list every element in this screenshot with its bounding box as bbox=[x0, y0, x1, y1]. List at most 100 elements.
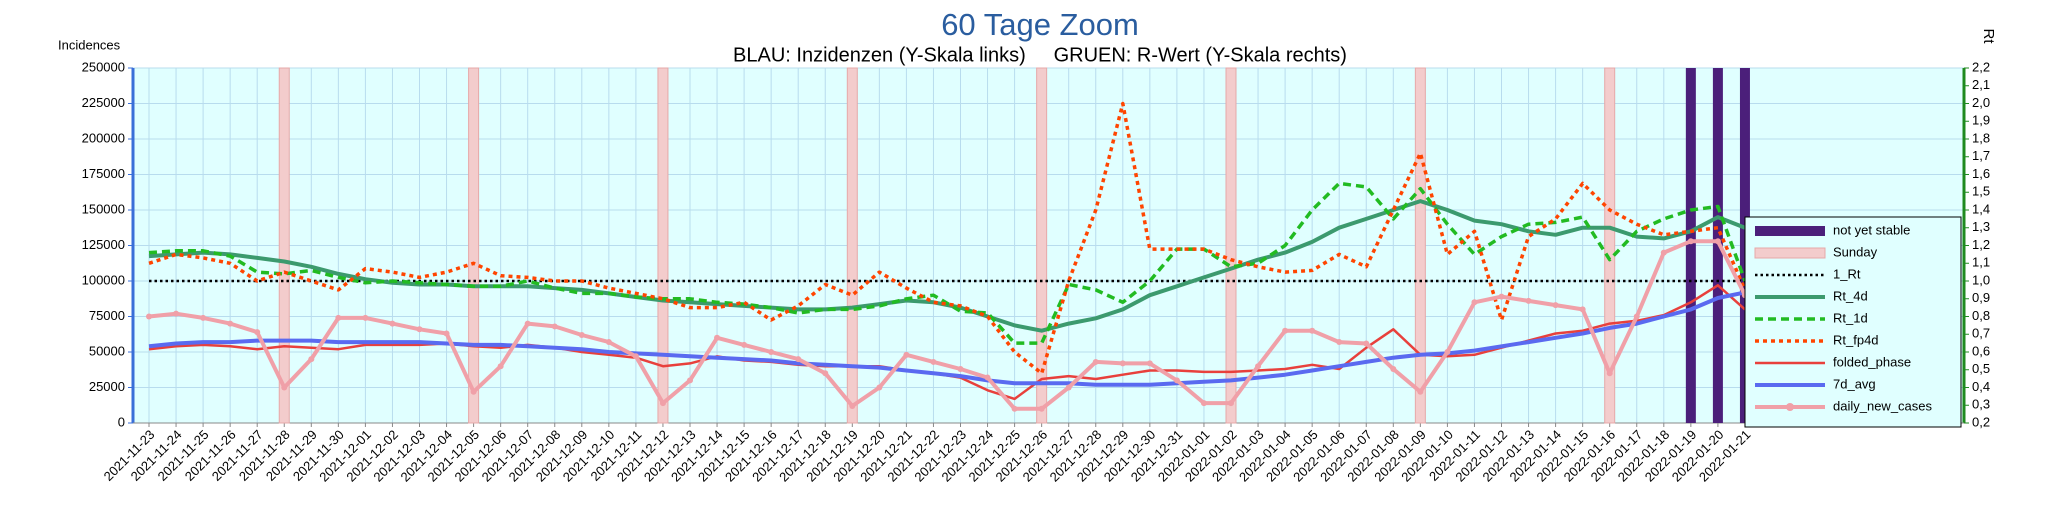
legend-label: Rt_fp4d bbox=[1833, 332, 1879, 347]
data-point bbox=[1444, 349, 1451, 355]
data-point bbox=[470, 388, 477, 395]
data-point bbox=[146, 313, 152, 320]
series-line bbox=[148, 290, 1746, 387]
legend-marker bbox=[1786, 403, 1794, 411]
data-point bbox=[1309, 327, 1316, 334]
data-point bbox=[1011, 405, 1018, 412]
data-point bbox=[443, 330, 450, 337]
y2-tick-label: 0,9 bbox=[1972, 290, 1990, 305]
legend-swatch bbox=[1754, 247, 1826, 259]
y-tick-label: 0 bbox=[118, 414, 125, 429]
data-point bbox=[1146, 360, 1153, 367]
y2-tick-label: 0,4 bbox=[1972, 379, 1990, 394]
data-point bbox=[308, 356, 315, 363]
y2-tick-label: 0,7 bbox=[1972, 326, 1990, 341]
bar bbox=[278, 67, 290, 424]
y-tick-label: 150000 bbox=[82, 201, 125, 216]
y-axis-label: Incidences bbox=[58, 37, 121, 52]
y-tick-label: 250000 bbox=[82, 59, 125, 74]
series-line bbox=[148, 181, 1747, 345]
data-point bbox=[254, 329, 261, 336]
data-point bbox=[1255, 363, 1262, 370]
series-line bbox=[148, 239, 1747, 411]
data-point bbox=[1336, 339, 1343, 346]
data-point bbox=[1606, 370, 1613, 377]
bar bbox=[1604, 67, 1616, 424]
data-point bbox=[497, 363, 504, 370]
y2-tick-label: 1,2 bbox=[1972, 237, 1990, 252]
y2-tick-label: 1,1 bbox=[1972, 255, 1990, 270]
data-point bbox=[1471, 299, 1478, 306]
data-point bbox=[416, 326, 423, 333]
bar bbox=[1685, 68, 1696, 423]
y2-tick-label: 1,5 bbox=[1972, 184, 1990, 199]
data-point bbox=[1092, 358, 1099, 365]
data-point bbox=[1660, 249, 1667, 256]
data-point bbox=[632, 353, 639, 360]
data-point bbox=[984, 374, 991, 381]
y2-tick-label: 2,1 bbox=[1972, 77, 1990, 92]
y-tick-label: 200000 bbox=[82, 130, 125, 145]
legend-label: Rt_4d bbox=[1833, 288, 1868, 303]
data-point bbox=[227, 320, 234, 327]
data-point bbox=[1200, 400, 1207, 407]
data-point bbox=[687, 377, 693, 384]
legend-label: daily_new_cases bbox=[1833, 398, 1933, 413]
legend-label: folded_phase bbox=[1833, 354, 1911, 369]
y2-tick-label: 0,6 bbox=[1972, 343, 1990, 358]
data-point bbox=[1065, 384, 1072, 391]
data-point bbox=[849, 402, 856, 409]
y-tick-label: 50000 bbox=[89, 343, 125, 358]
bar bbox=[468, 67, 480, 424]
data-point bbox=[551, 323, 558, 330]
y-tick-label: 175000 bbox=[82, 166, 125, 181]
bar bbox=[657, 67, 669, 424]
data-point bbox=[714, 334, 721, 341]
y-tick-label: 225000 bbox=[82, 95, 125, 110]
y2-tick-label: 1,9 bbox=[1972, 113, 1990, 128]
data-point bbox=[659, 400, 666, 407]
y-tick-label: 25000 bbox=[89, 379, 125, 394]
y2-tick-label: 2,2 bbox=[1972, 59, 1990, 74]
y2-tick-label: 1,8 bbox=[1972, 130, 1990, 145]
data-point bbox=[1390, 366, 1397, 373]
data-point bbox=[1525, 297, 1532, 304]
y2-tick-label: 1,7 bbox=[1972, 148, 1990, 163]
y2-tick-label: 2,0 bbox=[1972, 95, 1990, 110]
data-point bbox=[335, 314, 342, 321]
data-point bbox=[1552, 302, 1559, 309]
data-point bbox=[605, 339, 612, 346]
data-point bbox=[1228, 400, 1234, 407]
bar bbox=[1036, 67, 1048, 424]
data-point bbox=[1633, 313, 1640, 320]
series-line bbox=[148, 101, 1747, 376]
legend-label: Sunday bbox=[1833, 244, 1878, 259]
y-tick-label: 75000 bbox=[89, 308, 125, 323]
legend: not yet stable Sunday 1_Rt Rt_4d Rt_1d Rt_fp4… bbox=[1744, 216, 1962, 428]
legend-label: 7d_avg bbox=[1833, 376, 1876, 391]
data-point bbox=[1417, 388, 1424, 395]
data-point bbox=[930, 358, 937, 365]
data-point bbox=[1498, 293, 1505, 300]
y2-tick-label: 0,8 bbox=[1972, 308, 1990, 323]
y2-axis-label: Rt bbox=[1980, 29, 1997, 45]
bar bbox=[846, 67, 858, 424]
data-point bbox=[173, 310, 180, 317]
y-tick-label: 125000 bbox=[82, 237, 125, 252]
data-point bbox=[578, 331, 585, 338]
data-point bbox=[362, 314, 369, 321]
bar bbox=[1225, 67, 1237, 424]
legend-label: 1_Rt bbox=[1833, 266, 1861, 281]
y2-tick-label: 1,6 bbox=[1972, 166, 1990, 181]
bar bbox=[1414, 67, 1426, 424]
data-point bbox=[1579, 306, 1586, 313]
data-point bbox=[741, 341, 748, 348]
data-point bbox=[1119, 360, 1126, 367]
chart-title: 60 Tage Zoom bbox=[941, 7, 1139, 42]
data-point bbox=[1038, 405, 1045, 412]
data-point bbox=[1173, 377, 1180, 384]
y2-tick-label: 1,0 bbox=[1972, 272, 1990, 287]
data-point bbox=[876, 384, 883, 391]
y2-tick-label: 0,3 bbox=[1972, 397, 1990, 412]
